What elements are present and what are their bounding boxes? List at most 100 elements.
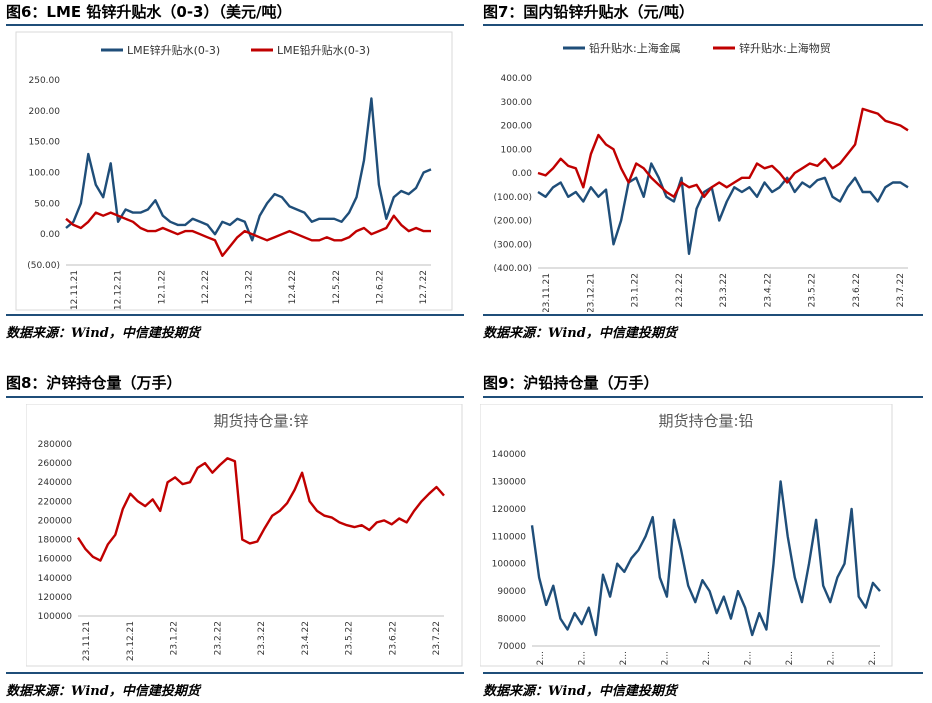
figure-9-source: 数据来源：Wind，中信建投期货 <box>483 684 677 699</box>
y-tick-label: 250.00 <box>29 76 61 86</box>
x-tick-label: 23.2.22 <box>213 621 223 655</box>
x-tick-label: 23.11.21 <box>82 621 92 661</box>
series-line-2 <box>65 211 431 258</box>
series-line-1 <box>530 480 881 637</box>
series-line-1 <box>537 162 909 256</box>
y-tick-label: (300.00) <box>493 240 532 250</box>
x-tick-label: 2... <box>578 651 588 665</box>
x-tick-label: 12.3.22 <box>245 270 255 304</box>
x-tick-label: 12.6.22 <box>375 270 385 304</box>
x-tick-label: 23.7.22 <box>432 621 442 655</box>
x-tick-label: 23.7.22 <box>896 273 906 307</box>
figure-6-source: 数据来源：Wind，中信建投期货 <box>6 326 200 341</box>
x-tick-label: 23.6.22 <box>852 273 862 307</box>
y-tick-label: (200.00) <box>493 217 532 227</box>
y-tick-label: 260000 <box>38 459 73 469</box>
chart-8-plot: 100000 120000 140000 160000 180000 200000 2200… <box>26 404 463 667</box>
chart-8-frame <box>26 404 463 667</box>
y-tick-label: 400.00 <box>501 74 533 84</box>
y-tick-label: (400.00) <box>493 264 532 274</box>
y-tick-label: 0.00 <box>40 230 60 240</box>
figure-6-top-rule <box>6 24 464 26</box>
x-tick-label: 12.7.22 <box>419 270 429 304</box>
y-tick-label: 80000 <box>497 615 526 625</box>
figure-9-bottom-rule <box>483 672 923 674</box>
series-line-2 <box>537 107 909 199</box>
x-tick-label: 2... <box>785 651 795 665</box>
y-tick-label: 240000 <box>38 478 73 488</box>
figure-7-top-rule <box>483 24 923 26</box>
chart-7-domestic-spreads: (400.00) (300.00) (200.00) (100.00) 0.00 100.… <box>483 30 923 312</box>
x-tick-label: 2... <box>661 651 671 665</box>
x-tick-label: 23.5.22 <box>345 621 355 655</box>
chart-6-lme-spreads: (50.00) 0.00 50.00 100.00 150.00 200.00 250.00… <box>6 30 458 312</box>
chart-7-plot: (400.00) (300.00) (200.00) (100.00) 0.00 100.… <box>493 41 909 312</box>
chart-title: 期货持仓量:锌 <box>213 412 308 430</box>
y-tick-label: 200.00 <box>501 122 533 132</box>
x-tick-label: 23.3.22 <box>257 621 267 655</box>
y-tick-label: 100000 <box>492 560 527 570</box>
y-tick-label: 130000 <box>492 477 527 487</box>
x-tick-label: 12.2.22 <box>201 270 211 304</box>
x-tick-label: 2... <box>827 651 837 665</box>
x-tick-label: 23.2.22 <box>675 273 685 307</box>
x-tick-label: 12.11.21 <box>70 270 80 310</box>
figure-7-caption: 图7：国内铅锌升贴水（元/吨） <box>483 3 694 21</box>
y-tick-label: 300.00 <box>501 98 533 108</box>
y-tick-label: 200.00 <box>29 107 61 117</box>
legend-label: 锌升贴水:上海物贸 <box>739 41 831 55</box>
chart-8-zinc-open-interest: 100000 120000 140000 160000 180000 200000 2200… <box>26 404 464 668</box>
y-tick-label: (100.00) <box>493 193 532 203</box>
y-tick-label: 0.00 <box>512 169 532 179</box>
legend-label: LME锌升贴水(0-3) <box>127 43 220 57</box>
figure-7-bottom-rule <box>483 314 923 316</box>
y-tick-label: 110000 <box>492 532 527 542</box>
y-tick-label: 140000 <box>38 574 73 584</box>
y-tick-label: 280000 <box>38 440 73 450</box>
x-tick-label: 23.1.22 <box>170 621 180 655</box>
x-tick-label: 12.5.22 <box>332 270 342 304</box>
x-tick-label: 2... <box>702 651 712 665</box>
figure-7-source: 数据来源：Wind，中信建投期货 <box>483 326 677 341</box>
y-tick-label: 200000 <box>38 516 73 526</box>
y-tick-label: 70000 <box>497 642 526 652</box>
legend-label: 铅升贴水:上海金属 <box>589 41 681 55</box>
figure-6-caption: 图6：LME 铅锌升贴水（0-3）（美元/吨） <box>6 3 292 21</box>
figure-8-bottom-rule <box>6 672 464 674</box>
y-tick-label: 120000 <box>492 505 527 515</box>
figure-8-caption: 图8：沪锌持仓量（万手） <box>6 374 182 392</box>
x-tick-label: 23.12.21 <box>126 621 136 661</box>
x-tick-label: 23.4.22 <box>763 273 773 307</box>
x-tick-label: 2... <box>536 651 546 665</box>
series-line-1 <box>65 97 432 242</box>
figure-9-top-rule <box>483 396 923 398</box>
x-tick-label: 23.4.22 <box>301 621 311 655</box>
y-tick-label: 140000 <box>492 450 527 460</box>
x-tick-label: 2... <box>744 651 754 665</box>
y-tick-label: 90000 <box>497 587 526 597</box>
x-tick-label: 12.1.22 <box>157 270 167 304</box>
x-tick-label: 23.3.22 <box>719 273 729 307</box>
legend-label: LME铅升贴水(0-3) <box>277 43 370 57</box>
y-tick-label: 50.00 <box>34 199 60 209</box>
x-tick-label: 23.12.21 <box>586 273 596 312</box>
x-tick-label: 2... <box>868 651 878 665</box>
x-tick-label: 23.11.21 <box>542 273 552 312</box>
y-tick-label: 220000 <box>38 497 73 507</box>
figure-8-source: 数据来源：Wind，中信建投期货 <box>6 684 200 699</box>
x-tick-label: 12.12.21 <box>114 270 124 310</box>
figure-9-caption: 图9：沪铅持仓量（万手） <box>483 374 659 392</box>
chart-title: 期货持仓量:铅 <box>658 412 753 430</box>
y-tick-label: (50.00) <box>27 261 60 271</box>
y-tick-label: 160000 <box>38 555 73 565</box>
y-tick-label: 180000 <box>38 536 73 546</box>
x-tick-label: 23.6.22 <box>388 621 398 655</box>
chart-9-plot: 70000 80000 90000 100000 110000 120000 130000 1… <box>480 404 893 667</box>
y-tick-label: 100.00 <box>29 169 61 179</box>
y-tick-label: 150.00 <box>29 138 61 148</box>
chart-6-frame <box>15 31 453 311</box>
x-tick-label: 12.4.22 <box>288 270 298 304</box>
y-tick-label: 100000 <box>38 612 73 622</box>
x-tick-label: 2... <box>619 651 629 665</box>
series-line-1 <box>76 457 445 562</box>
